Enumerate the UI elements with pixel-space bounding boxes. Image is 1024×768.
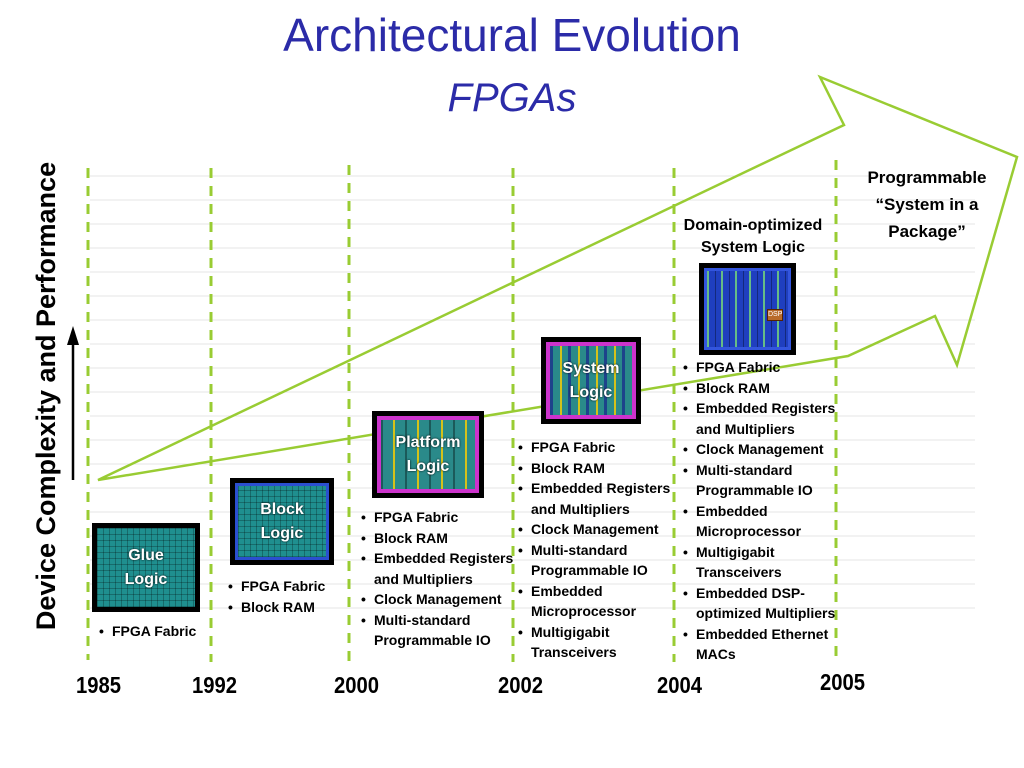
feature-item: Microprocessor [696,523,802,539]
feature-item: Programmable IO [531,562,648,578]
up-arrow-icon [67,326,79,480]
year-1985: 1985 [76,672,122,698]
feature-item: and Multipliers [531,500,630,517]
page-subtitle: FPGAs [447,76,577,120]
feature-item: Multigigabit [518,622,670,643]
page-title: Architectural Evolution [283,9,741,61]
features-2002: FPGA FabricBlock RAMEmbedded Registersan… [518,437,670,663]
feature-item: Block RAM [361,528,513,549]
feature-item: Multi-standard [683,460,835,481]
glue-logic-chip: Glue Logic [92,523,200,612]
feature-item: Clock Management [683,439,835,460]
feature-item: Block RAM [683,378,835,399]
feature-item: Embedded DSP- [683,583,835,604]
year-1992: 1992 [192,672,238,698]
domain-optimized-chip: DSP [699,263,796,355]
year-2005: 2005 [820,669,866,695]
big-outline-arrow-icon [97,74,1019,482]
features-1985: FPGA Fabric [99,621,196,642]
features-1992: FPGA FabricBlock RAM [228,576,325,617]
programmable-system-caption: Programmable “System in a Package” [867,168,987,241]
feature-item: Transceivers [696,564,782,580]
feature-item: Microprocessor [531,603,637,619]
feature-item: Embedded Registers [683,398,835,419]
feature-item: Embedded Registers [518,478,670,499]
platform-logic-label: Platform Logic [395,433,461,475]
block-logic-chip: Block Logic [230,478,334,565]
system-logic-chip: System Logic [541,337,641,424]
features-2000: FPGA FabricBlock RAMEmbedded Registersan… [361,507,513,651]
dsp-block: DSP [767,309,783,321]
feature-item: Programmable IO [696,482,813,498]
feature-item: FPGA Fabric [99,621,196,642]
feature-item: Embedded [683,501,835,522]
feature-item: and Multipliers [696,420,795,437]
feature-item: Programmable IO [374,632,491,648]
feature-item: Transceivers [531,644,617,660]
year-2004: 2004 [657,672,703,698]
feature-item: FPGA Fabric [518,437,670,458]
domain-optimized-caption: Domain-optimized System Logic [683,217,823,256]
feature-item: and Multipliers [374,570,473,587]
feature-item: optimized Multipliers [696,605,836,621]
feature-item: Block RAM [518,458,670,479]
feature-item: Multigigabit [683,542,835,563]
glue-logic-label: Glue Logic [124,546,168,588]
platform-logic-chip: Platform Logic [372,411,484,498]
feature-item: Clock Management [518,519,670,540]
feature-item: Embedded [518,581,670,602]
feature-item: Multi-standard [518,540,670,561]
year-2002: 2002 [498,672,544,698]
feature-item: FPGA Fabric [683,357,835,378]
feature-item: Embedded Registers [361,548,513,569]
feature-item: Embedded Ethernet [683,624,835,645]
feature-item: Block RAM [228,597,325,618]
feature-item: Clock Management [361,589,513,610]
y-axis-label: Device Complexity and Performance [31,161,61,631]
year-2000: 2000 [334,672,380,698]
feature-item: FPGA Fabric [361,507,513,528]
block-logic-label: Block Logic [260,500,304,542]
feature-item: FPGA Fabric [228,576,325,597]
feature-item: MACs [696,646,736,662]
year-dashed-lines [86,160,838,662]
system-logic-label: System Logic [562,359,620,401]
features-2004: FPGA FabricBlock RAMEmbedded Registersan… [683,357,835,665]
feature-item: Multi-standard [361,610,513,631]
